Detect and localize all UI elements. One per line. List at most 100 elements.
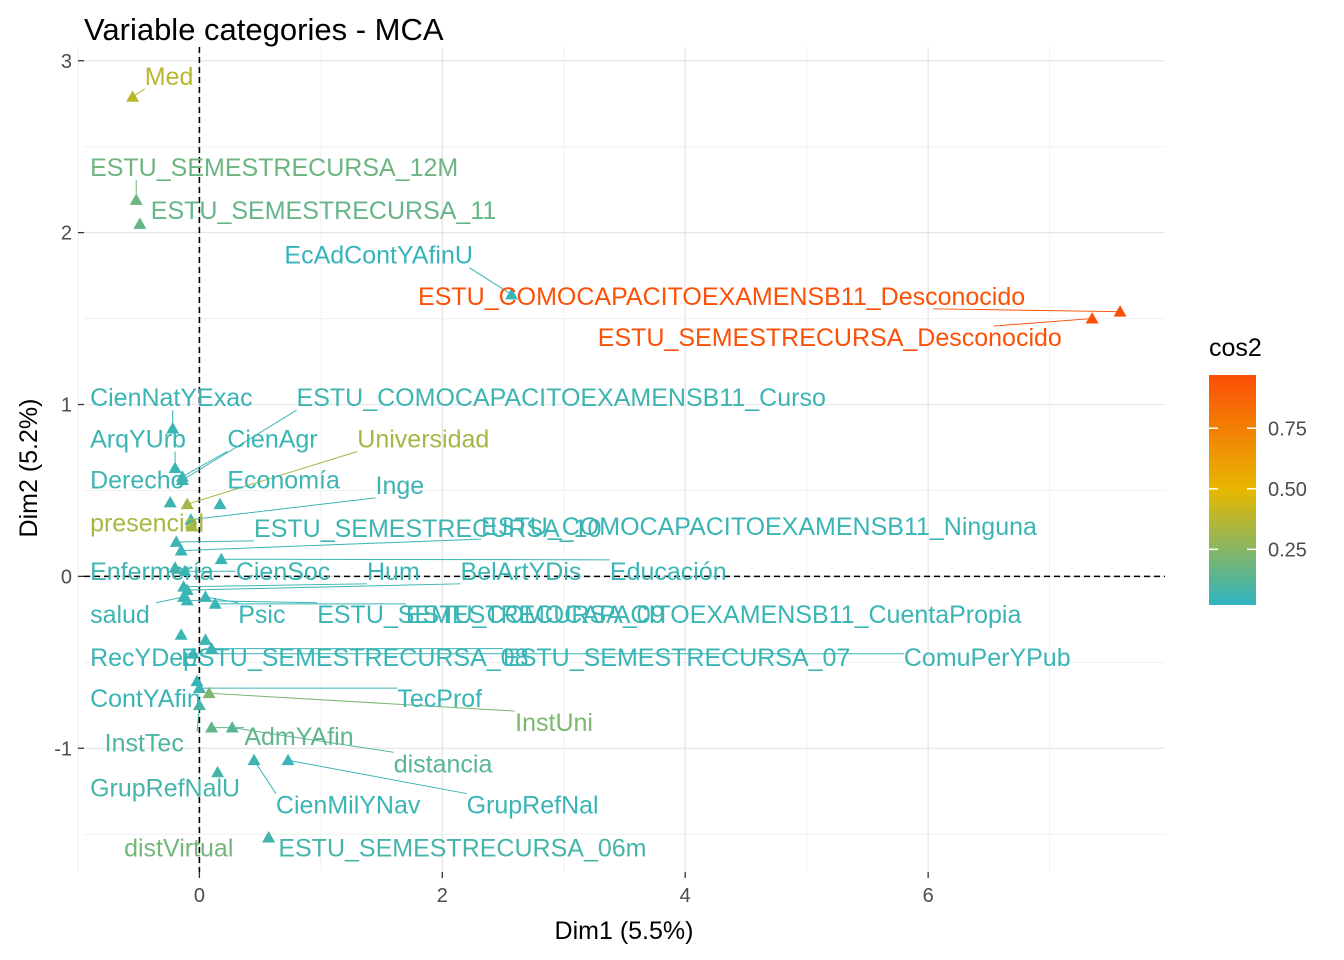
point-23 — [198, 590, 212, 602]
point-15 — [169, 535, 183, 547]
point-label-8: ArqYUrb — [90, 425, 186, 453]
point-6 — [166, 422, 180, 434]
grid-major — [84, 47, 1165, 872]
point-5 — [1085, 312, 1099, 324]
segment-15 — [176, 540, 255, 543]
segment-20 — [187, 583, 461, 591]
point-label-1: ESTU_SEMESTRECURSA_12M — [90, 154, 458, 182]
segment-32 — [209, 692, 516, 712]
point-36 — [211, 765, 225, 778]
plot-panel: Med ESTU_SEMESTRECURSA_12M ESTU_SEMESTRECU… — [77, 47, 1165, 872]
x-axis-title: Dim1 (5.5%) — [555, 917, 694, 945]
segment-5 — [993, 318, 1093, 327]
point-label-35: distancia — [394, 750, 493, 778]
point-9 — [175, 470, 189, 482]
point-label-6: CienNatYExac — [90, 384, 253, 412]
reference-lines — [84, 47, 1165, 872]
point-2 — [133, 217, 147, 229]
label-segments — [132, 88, 1121, 795]
point-label-40: ESTU_SEMESTRECURSA_06m — [278, 835, 646, 863]
legend-tick-label-1: 0.50 — [1268, 479, 1307, 501]
point-label-29: ComuPerYPub — [904, 644, 1071, 672]
point-29 — [186, 647, 200, 659]
point-0 — [126, 90, 140, 102]
segment-16 — [181, 538, 482, 552]
point-label-10: Universidad — [357, 425, 489, 453]
point-label-2: ESTU_SEMESTRECURSA_11 — [151, 197, 496, 225]
y-axis-ticks: -1 0 1 2 3 — [54, 51, 84, 760]
segment-3 — [468, 267, 512, 295]
point-27 — [198, 633, 212, 645]
point-label-0: Med — [145, 63, 194, 91]
point-37 — [247, 753, 261, 766]
point-18 — [178, 564, 192, 577]
point-33 — [192, 698, 206, 711]
segment-4 — [932, 308, 1121, 313]
color-legend: cos2 0.25 0.50 0.75 — [1209, 334, 1307, 605]
point-label-36: GrupRefNalU — [90, 774, 240, 802]
segment-21 — [221, 558, 610, 561]
point-label-23: Psic — [238, 601, 285, 629]
point-label-16: ESTU_COMOCAPACITOEXAMENSB11_Ninguna — [481, 513, 1037, 541]
y-tick-label-0: -1 — [54, 738, 72, 760]
point-26 — [174, 628, 188, 640]
point-1 — [129, 193, 143, 205]
point-35 — [225, 721, 239, 733]
point-13 — [184, 513, 198, 525]
point-label-21: Educación — [610, 558, 727, 586]
y-tick-label-1: 0 — [61, 566, 72, 588]
point-21 — [214, 552, 228, 565]
segment-35 — [232, 727, 394, 753]
y-tick-label-3: 2 — [61, 223, 72, 245]
x-tick-label-0: 0 — [194, 885, 205, 907]
point-label-14: presencial — [90, 510, 204, 538]
legend-tick-label-2: 0.75 — [1268, 418, 1307, 440]
segment-19 — [183, 583, 368, 588]
point-label-39: distVirtual — [124, 835, 233, 863]
point-17 — [168, 561, 182, 573]
x-axis-ticks: 0 2 4 6 — [194, 872, 934, 907]
point-label-13: Inge — [376, 472, 425, 500]
y-axis-title: Dim2 (5.2%) — [15, 399, 43, 538]
point-label-17: Enfermería — [90, 558, 214, 586]
point-28 — [205, 642, 219, 654]
segment-23 — [205, 596, 239, 604]
point-10 — [180, 497, 194, 510]
point-label-38: GrupRefNal — [467, 792, 599, 820]
segment-13 — [190, 497, 376, 521]
point-25 — [208, 597, 222, 609]
point-label-34: AdmYAfin — [244, 723, 353, 751]
point-label-4: ESTU_COMOCAPACITOEXAMENSB11_Desconocido — [418, 283, 1025, 311]
segment-38 — [287, 759, 467, 795]
legend-tick-label-0: 0.25 — [1268, 539, 1307, 561]
point-11 — [163, 495, 177, 508]
point-8 — [168, 461, 182, 473]
point-label-15: ESTU_SEMESTRECURSA_10 — [254, 515, 601, 543]
segment-9 — [182, 451, 228, 478]
point-34 — [205, 721, 219, 733]
point-32 — [202, 686, 216, 699]
x-tick-label-3: 6 — [923, 885, 934, 907]
segment-22 — [155, 596, 184, 604]
point-label-30: ContYAfin — [90, 685, 201, 713]
legend-ticks: 0.25 0.50 0.75 — [1209, 418, 1307, 561]
point-label-32: InstUni — [515, 709, 593, 737]
segment-10 — [187, 450, 358, 505]
point-label-12: Economía — [227, 467, 340, 495]
segment-37 — [253, 760, 277, 794]
point-24 — [180, 593, 194, 606]
point-label-11: Derecho — [90, 467, 184, 495]
point-label-24: ESTU_SEMESTRECURSA_09 — [317, 601, 664, 629]
y-tick-label-4: 3 — [61, 51, 72, 73]
legend-title: cos2 — [1209, 334, 1262, 362]
point-label-31: TecProf — [397, 685, 482, 713]
point-labels: Med ESTU_SEMESTRECURSA_12M ESTU_SEMESTRECU… — [90, 63, 1071, 863]
point-label-7: ESTU_COMOCAPACITOEXAMENSB11_Curso — [297, 384, 826, 412]
segment-7 — [182, 409, 297, 481]
point-40 — [262, 831, 276, 843]
y-tick-label-2: 1 — [61, 395, 72, 417]
point-label-3: EcAdContYAfinU — [284, 242, 473, 270]
point-16 — [174, 544, 188, 556]
point-label-9: CienAgr — [227, 425, 317, 453]
